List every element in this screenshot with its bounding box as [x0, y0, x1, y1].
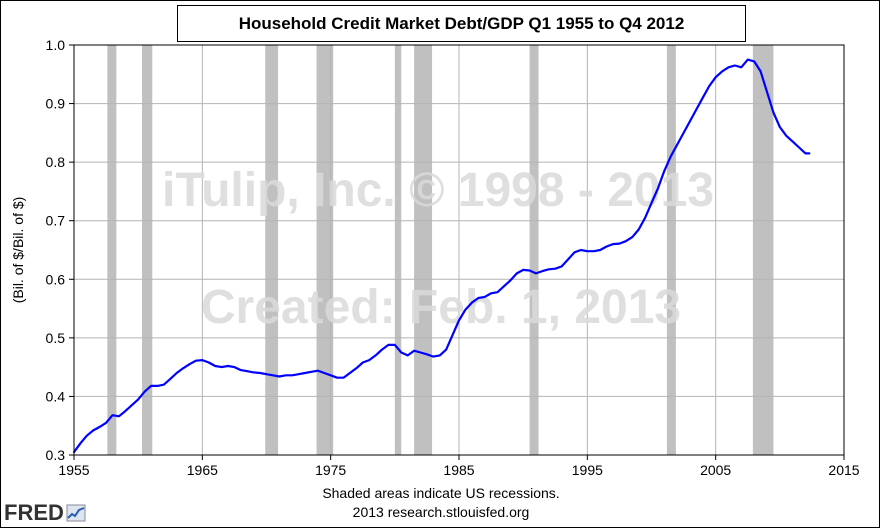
- y-tick-label: 0.5: [46, 330, 66, 346]
- watermark-text: iTulip, Inc. © 1998 - 2013: [162, 164, 714, 217]
- x-tick-label: 2015: [828, 462, 859, 478]
- x-tick-label: 1975: [315, 462, 346, 478]
- y-tick-label: 0.3: [46, 447, 66, 463]
- fred-logo-text: FRED: [4, 500, 64, 525]
- source-credit[interactable]: 2013 research.stlouisfed.org: [352, 504, 530, 520]
- chart-trend-icon: [66, 504, 86, 522]
- y-tick-label: 0.4: [46, 388, 66, 404]
- axes: 0.3 0.4 0.5 0.6 0.7 0.8 0.9 1.0 1955 1965 1975 1985…: [10, 37, 860, 478]
- grid-lines: [73, 44, 845, 456]
- recession-note: Shaded areas indicate US recessions.: [322, 485, 560, 501]
- recession-band: [414, 45, 433, 455]
- recession-bands: [107, 45, 774, 455]
- recession-band: [265, 45, 279, 455]
- chart-title: Household Credit Market Debt/GDP Q1 1955…: [177, 5, 746, 42]
- y-axis-label: (Bil. of $/Bil. of $): [10, 197, 26, 304]
- x-tick-label: 1995: [572, 462, 603, 478]
- data-line-group: [72, 58, 811, 454]
- y-tick-label: 0.6: [46, 271, 66, 287]
- recession-band: [666, 45, 676, 455]
- recession-band: [529, 45, 539, 455]
- recession-band: [752, 45, 774, 455]
- x-tick-label: 1965: [187, 462, 218, 478]
- watermark-text: Created: Feb. 1, 2013: [201, 281, 681, 334]
- watermark: iTulip, Inc. © 1998 - 2013 Created: Feb. …: [162, 164, 714, 334]
- fred-logo[interactable]: FRED: [4, 500, 86, 526]
- recession-band: [107, 45, 117, 455]
- recession-band: [394, 45, 402, 455]
- data-line: [72, 58, 811, 454]
- recession-band: [316, 45, 334, 455]
- x-tick-label: 1955: [58, 462, 89, 478]
- recession-band: [142, 45, 153, 455]
- x-tick-label: 2005: [700, 462, 731, 478]
- x-tick-label: 1985: [443, 462, 474, 478]
- y-tick-label: 0.8: [46, 154, 66, 170]
- y-tick-label: 0.9: [46, 96, 66, 112]
- y-tick-label: 1.0: [46, 37, 66, 53]
- y-tick-label: 0.7: [46, 213, 66, 229]
